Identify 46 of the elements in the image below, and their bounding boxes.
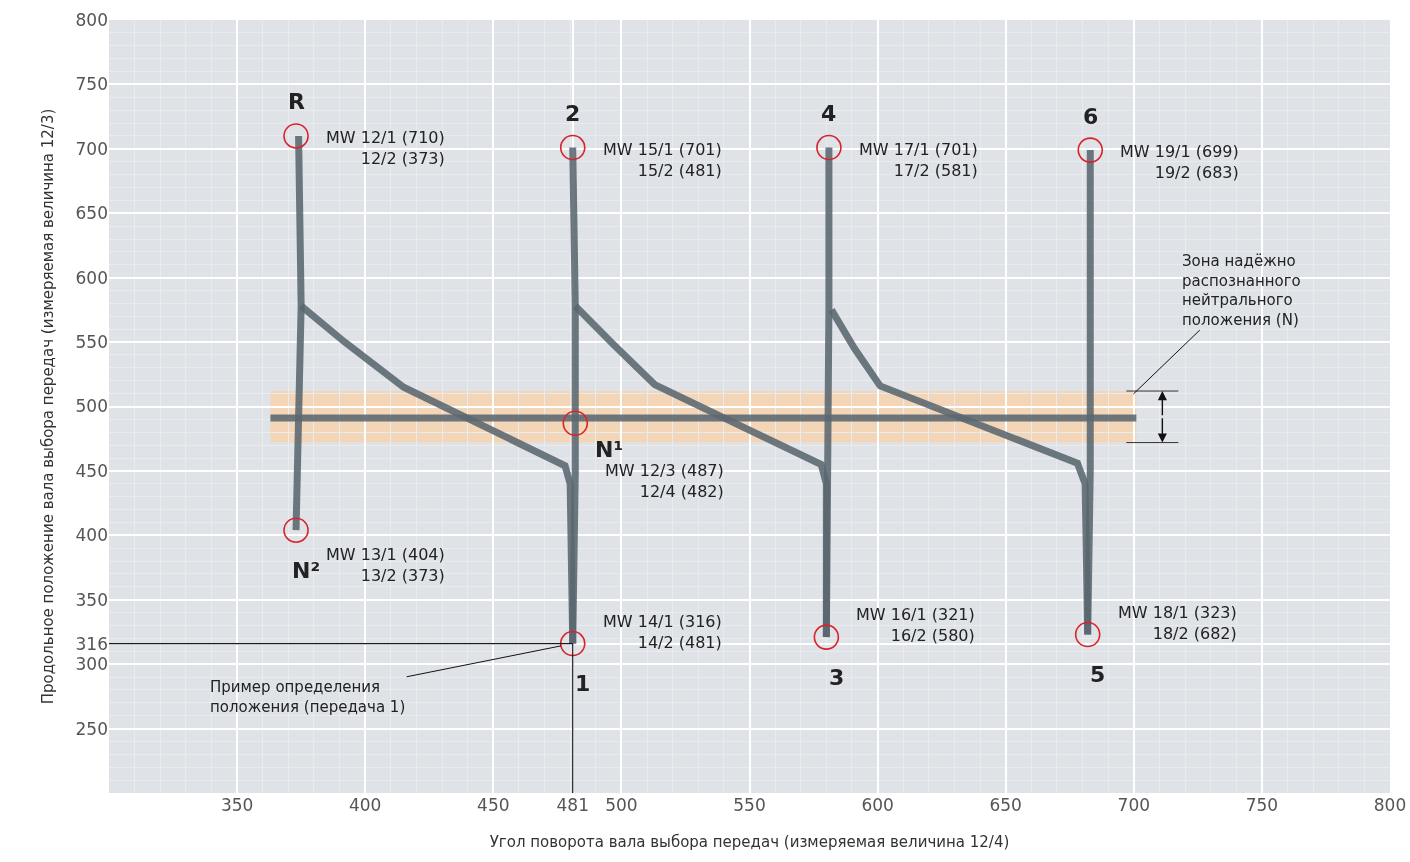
x-tick-label: 400 bbox=[348, 795, 382, 815]
y-tick-label: 550 bbox=[75, 332, 108, 353]
annotation: 1 bbox=[575, 671, 591, 696]
band-label: Зона надёжно распознанного нейтрального положения (N) bbox=[1182, 252, 1301, 329]
x-tick-label: 450 bbox=[477, 795, 510, 815]
y-tick-label: 400 bbox=[75, 525, 108, 546]
y-tick-label: 750 bbox=[75, 74, 108, 95]
data-label: MW 12/3 (487) 12/4 (482) bbox=[605, 461, 724, 501]
annotation: 5 bbox=[1090, 662, 1106, 687]
data-label: MW 12/1 (710) 12/2 (373) bbox=[326, 128, 445, 168]
x-tick-label: 800 bbox=[1373, 795, 1407, 815]
x-tick-label: 750 bbox=[1245, 795, 1279, 815]
annotation: N¹ bbox=[595, 437, 624, 462]
y-tick-label: 350 bbox=[75, 589, 108, 610]
y-tick-label: 650 bbox=[75, 203, 108, 224]
x-tick-label: 650 bbox=[989, 795, 1022, 815]
annotation: R bbox=[288, 89, 305, 114]
data-label: MW 16/1 (321) 16/2 (580) bbox=[856, 605, 975, 645]
x-tick-label: 350 bbox=[220, 795, 254, 815]
y-tick-label: 250 bbox=[75, 718, 108, 739]
y-tick-label: 316 bbox=[75, 633, 108, 654]
annotation: 6 bbox=[1083, 104, 1099, 129]
x-tick-label: 481 bbox=[556, 795, 589, 815]
annotation: 4 bbox=[821, 101, 837, 126]
annotation: 2 bbox=[565, 101, 581, 126]
y-tick-label: 300 bbox=[75, 654, 108, 675]
data-label: MW 14/1 (316) 14/2 (481) bbox=[603, 612, 722, 652]
ref-line-label: Пример определения положения (передача 1) bbox=[210, 678, 406, 716]
annotation: 3 bbox=[829, 665, 845, 690]
data-label: MW 18/1 (323) 18/2 (682) bbox=[1118, 603, 1237, 643]
y-tick-label: 700 bbox=[75, 138, 108, 159]
x-tick-label: 550 bbox=[733, 795, 766, 815]
y-tick-label: 500 bbox=[75, 396, 108, 417]
y-tick-label: 450 bbox=[75, 460, 108, 481]
data-label: MW 19/1 (699) 19/2 (683) bbox=[1120, 142, 1239, 182]
y-tick-label: 800 bbox=[75, 9, 108, 30]
data-label: MW 13/1 (404) 13/2 (373) bbox=[326, 545, 445, 585]
x-tick-label: 600 bbox=[861, 795, 894, 815]
x-tick-label: 700 bbox=[1117, 795, 1151, 815]
x-tick-label: 500 bbox=[605, 795, 638, 815]
data-label: MW 15/1 (701) 15/2 (481) bbox=[603, 140, 722, 180]
x-axis-title: Угол поворота вала выбора передач (измеряемая величина 12/4) bbox=[489, 833, 1010, 851]
data-label: MW 17/1 (701) 17/2 (581) bbox=[859, 140, 978, 180]
annotation: N² bbox=[292, 558, 321, 583]
y-tick-label: 600 bbox=[75, 267, 108, 288]
y-axis-title: Продольное положение вала выбора передач (измеряемая величина 12/3) bbox=[38, 108, 57, 705]
